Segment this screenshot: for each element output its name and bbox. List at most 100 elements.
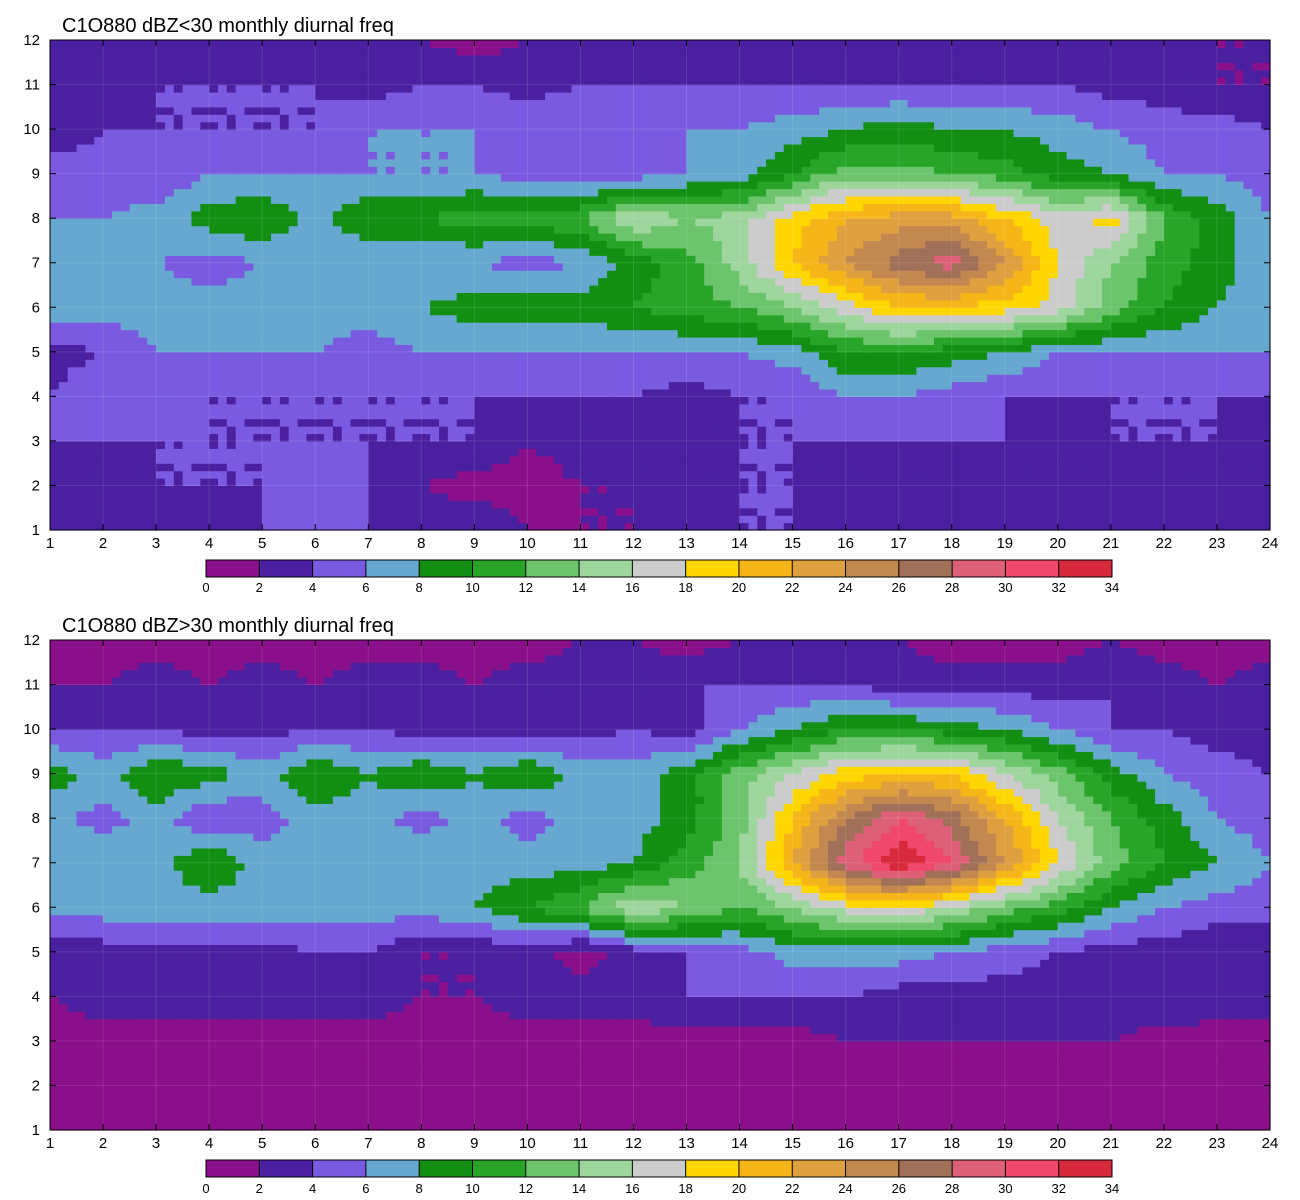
contour-cell	[1022, 478, 1032, 487]
contour-cell	[1084, 336, 1094, 345]
contour-cell	[1261, 418, 1271, 427]
contour-cell	[200, 270, 210, 279]
contour-cell	[456, 381, 467, 390]
contour-cell	[191, 448, 201, 457]
contour-cell	[1004, 277, 1015, 286]
contour-cell	[271, 463, 281, 472]
contour-cell	[642, 329, 652, 338]
contour-cell	[863, 448, 873, 457]
contour-cell	[217, 299, 228, 308]
contour-cell	[810, 388, 820, 397]
contour-cell	[925, 403, 935, 412]
contour-cell	[385, 374, 396, 383]
contour-cell	[1128, 314, 1138, 323]
contour-cell	[836, 455, 847, 464]
contour-cell	[359, 507, 369, 516]
contour-cell	[288, 374, 299, 383]
contour-cell	[1128, 396, 1138, 405]
contour-cell	[182, 292, 193, 301]
contour-cell	[995, 515, 1006, 524]
contour-cell	[730, 381, 741, 390]
contour-cell	[624, 388, 635, 397]
contour-cell	[1110, 485, 1121, 494]
contour-cell	[58, 485, 69, 494]
contour-cell	[1208, 314, 1218, 323]
contour-cell	[271, 270, 281, 279]
contour-cell	[447, 426, 458, 435]
contour-cell	[103, 426, 113, 435]
contour-cell	[76, 463, 86, 472]
contour-cell	[297, 463, 307, 472]
contour-cell	[456, 411, 467, 420]
contour-cell	[1084, 478, 1094, 487]
contour-cell	[58, 277, 69, 286]
contour-cell	[925, 381, 935, 390]
contour-cell	[1119, 388, 1130, 397]
contour-cell	[324, 366, 334, 375]
contour-cell	[244, 492, 254, 501]
contour-cell	[783, 500, 794, 509]
contour-cell	[854, 396, 864, 405]
contour-cell	[377, 292, 387, 301]
contour-cell	[1208, 307, 1218, 316]
contour-cell	[518, 381, 528, 390]
contour-cell	[492, 388, 502, 397]
contour-cell	[1216, 351, 1227, 360]
contour-cell	[262, 307, 272, 316]
contour-cell	[704, 500, 714, 509]
contour-cell	[306, 344, 316, 353]
contour-cell	[889, 366, 900, 375]
contour-cell	[474, 262, 484, 271]
contour-cell	[1084, 463, 1094, 472]
contour-cell	[571, 366, 582, 375]
contour-cell	[1181, 492, 1192, 501]
contour-cell	[403, 463, 414, 472]
contour-cell	[1057, 485, 1068, 494]
contour-cell	[226, 366, 237, 375]
contour-cell	[191, 292, 201, 301]
contour-cell	[217, 463, 228, 472]
contour-cell	[553, 359, 564, 368]
contour-cell	[819, 411, 829, 420]
contour-cell	[271, 403, 281, 412]
contour-cell	[836, 507, 847, 516]
contour-cell	[854, 388, 864, 397]
contour-cell	[306, 277, 316, 286]
contour-cell	[766, 262, 776, 271]
contour-cell	[863, 336, 873, 345]
contour-cell	[1243, 285, 1253, 294]
contour-cell	[987, 470, 997, 479]
contour-cell	[792, 366, 803, 375]
contour-cell	[819, 500, 829, 509]
contour-cell	[889, 507, 900, 516]
contour-cell	[739, 299, 750, 308]
contour-cell	[253, 270, 263, 279]
contour-cell	[385, 270, 396, 279]
contour-cell	[1190, 366, 1200, 375]
contour-cell	[642, 359, 652, 368]
contour-cell	[332, 485, 343, 494]
contour-cell	[94, 440, 104, 449]
contour-cell	[1137, 388, 1147, 397]
contour-cell	[819, 455, 829, 464]
contour-cell	[377, 522, 387, 531]
contour-cell	[253, 329, 263, 338]
contour-cell	[642, 314, 652, 323]
contour-cell	[156, 292, 166, 301]
contour-cell	[721, 470, 732, 479]
contour-cell	[819, 262, 829, 271]
contour-cell	[474, 307, 484, 316]
contour-cell	[827, 470, 838, 479]
contour-cell	[942, 270, 953, 279]
contour-cell	[1208, 329, 1218, 338]
contour-cell	[916, 396, 926, 405]
contour-cell	[951, 374, 962, 383]
contour-cell	[1208, 292, 1218, 301]
contour-cell	[94, 433, 104, 442]
contour-cell	[350, 299, 361, 308]
contour-cell	[1057, 418, 1068, 427]
contour-cell	[1181, 411, 1192, 420]
contour-cell	[58, 329, 69, 338]
contour-cell	[651, 515, 661, 524]
contour-cell	[262, 344, 272, 353]
